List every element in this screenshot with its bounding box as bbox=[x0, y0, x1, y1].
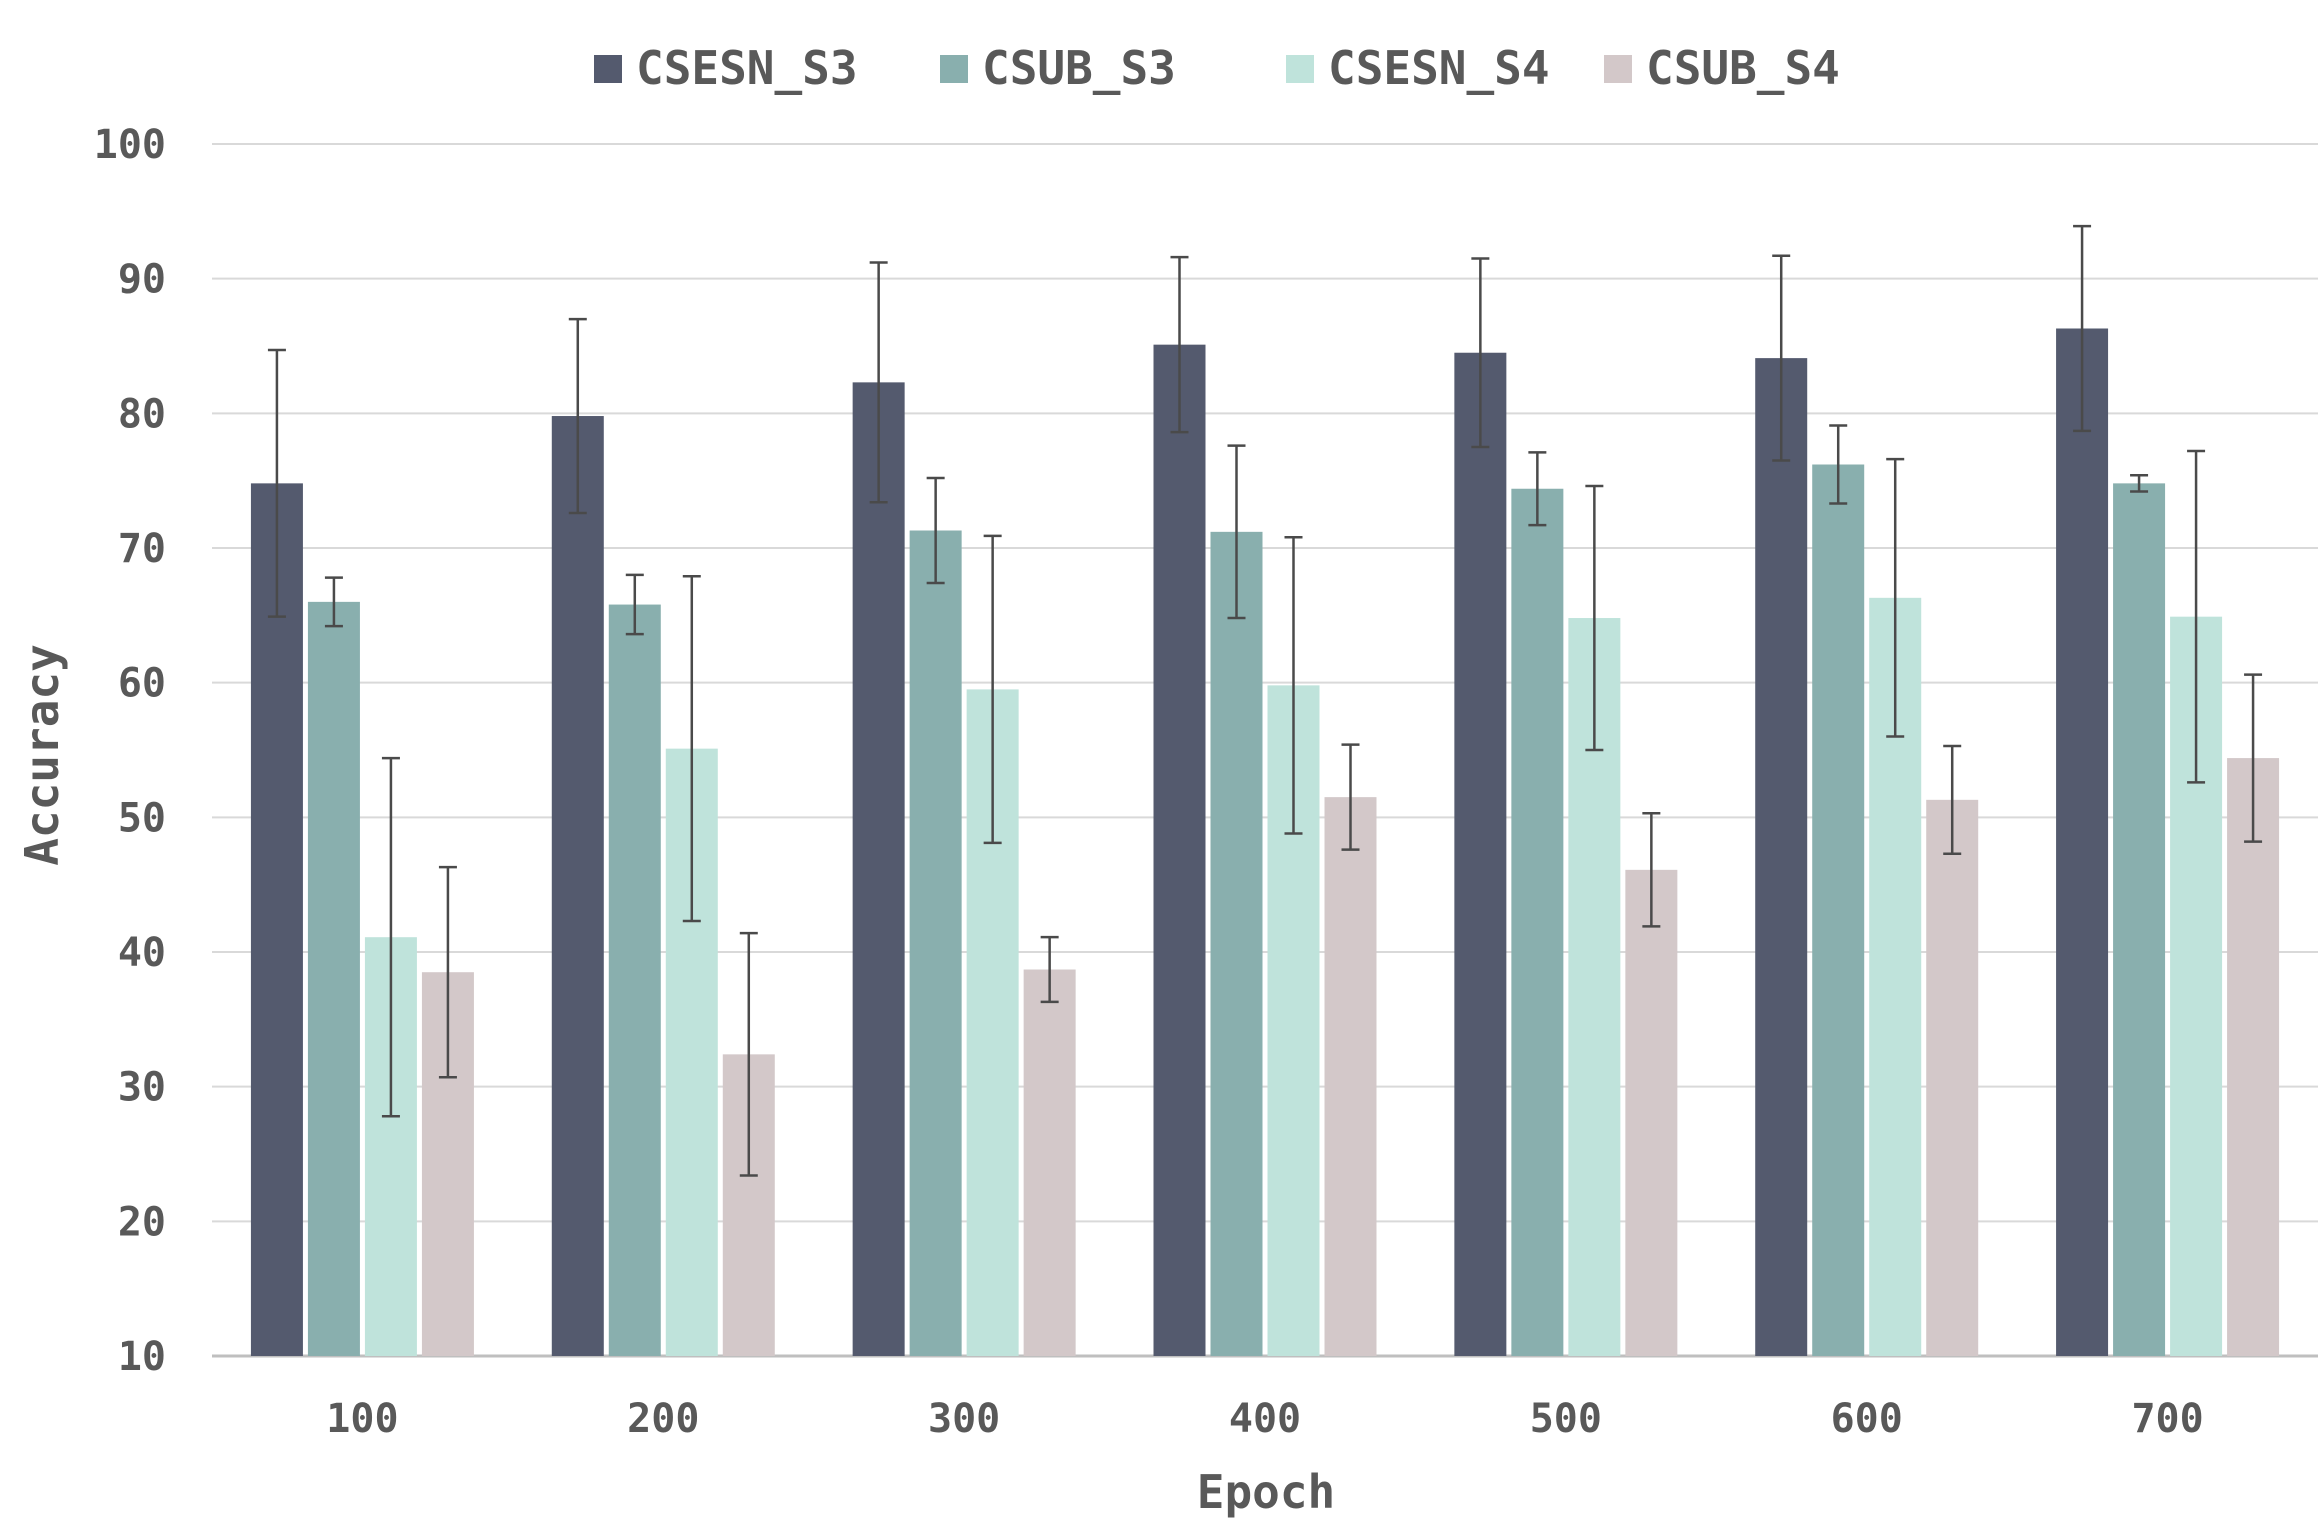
y-tick-label: 10 bbox=[118, 1334, 166, 1380]
bar-csub-s4-600 bbox=[1926, 799, 1979, 1356]
x-tick-label: 200 bbox=[627, 1396, 699, 1442]
bar-csesn-s3-100 bbox=[250, 483, 303, 1356]
y-tick-label: 50 bbox=[118, 795, 166, 841]
legend-label: CSUB_S4 bbox=[1646, 41, 1840, 95]
bar-csub-s4-500 bbox=[1625, 869, 1678, 1356]
bar-csub-s4-700 bbox=[2227, 758, 2280, 1356]
bar-csub-s3-100 bbox=[307, 601, 360, 1356]
x-axis-title: Epoch bbox=[1197, 1465, 1335, 1519]
x-tick-label: 400 bbox=[1229, 1396, 1301, 1442]
y-tick-label: 60 bbox=[118, 661, 166, 707]
bar-csesn-s3-600 bbox=[1755, 358, 1808, 1356]
legend-item-csesn-s4: CSESN_S4 bbox=[1286, 41, 1550, 95]
x-tick-label: 600 bbox=[1831, 1396, 1903, 1442]
y-tick-label: 80 bbox=[118, 391, 166, 437]
bar-csub-s4-400 bbox=[1324, 797, 1377, 1356]
legend-item-csub-s4: CSUB_S4 bbox=[1604, 41, 1840, 95]
legend-swatch bbox=[1286, 55, 1314, 83]
y-axis-title: Accuracy bbox=[15, 644, 69, 866]
bar-csesn-s3-400 bbox=[1153, 344, 1206, 1356]
x-tick-label: 700 bbox=[2131, 1396, 2203, 1442]
legend-item-csub-s3: CSUB_S3 bbox=[940, 41, 1176, 95]
bar-csesn-s3-700 bbox=[2056, 328, 2109, 1356]
bar-csub-s3-200 bbox=[608, 604, 661, 1356]
legend: CSESN_S3 CSUB_S3 CSESN_S4 CSUB_S4 bbox=[594, 41, 1840, 95]
y-tick-label: 70 bbox=[118, 526, 166, 572]
legend-swatch bbox=[1604, 55, 1632, 83]
y-tick-label: 20 bbox=[118, 1199, 166, 1245]
bar-csub-s4-300 bbox=[1023, 969, 1076, 1356]
gridlines bbox=[212, 143, 2318, 1358]
y-axis-ticks: 10 20 30 40 50 60 70 80 90 100 bbox=[94, 122, 166, 1380]
legend-swatch bbox=[940, 55, 968, 83]
bar-csub-s3-300 bbox=[909, 530, 962, 1356]
bar-csesn-s3-500 bbox=[1454, 352, 1507, 1356]
x-tick-label: 100 bbox=[326, 1396, 398, 1442]
legend-swatch bbox=[594, 55, 622, 83]
y-tick-label: 100 bbox=[94, 122, 166, 168]
bars bbox=[250, 328, 2280, 1356]
bar-csesn-s3-200 bbox=[551, 416, 604, 1356]
y-tick-label: 40 bbox=[118, 930, 166, 976]
bar-csub-s3-600 bbox=[1812, 464, 1865, 1356]
y-tick-label: 90 bbox=[118, 257, 166, 303]
legend-label: CSESN_S3 bbox=[636, 41, 858, 95]
bar-csesn-s3-300 bbox=[852, 382, 905, 1356]
bar-csub-s3-400 bbox=[1210, 531, 1263, 1356]
bar-csub-s3-500 bbox=[1511, 488, 1564, 1356]
legend-label: CSESN_S4 bbox=[1328, 41, 1550, 95]
error-bars bbox=[267, 224, 2263, 1177]
x-axis-ticks: 100 200 300 400 500 600 700 bbox=[326, 1396, 2203, 1442]
x-tick-label: 500 bbox=[1530, 1396, 1602, 1442]
x-tick-label: 300 bbox=[928, 1396, 1000, 1442]
y-tick-label: 30 bbox=[118, 1065, 166, 1111]
legend-item-csesn-s3: CSESN_S3 bbox=[594, 41, 858, 95]
legend-label: CSUB_S3 bbox=[982, 41, 1176, 95]
bar-csub-s3-700 bbox=[2113, 483, 2166, 1356]
